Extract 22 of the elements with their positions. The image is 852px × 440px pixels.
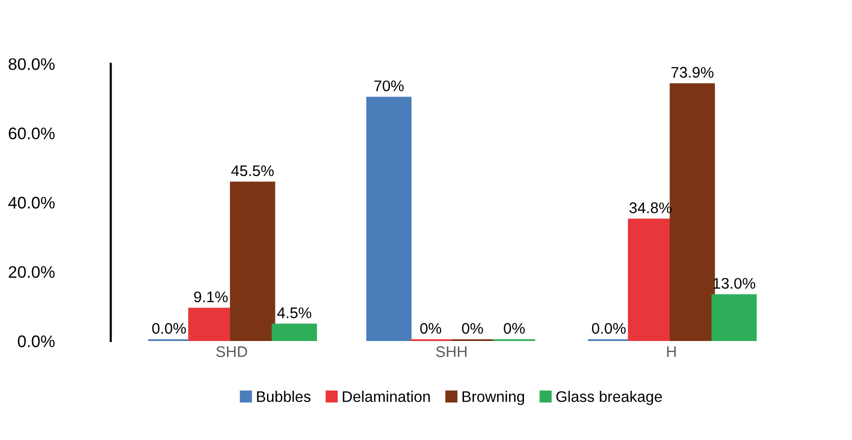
data-label: 9.1% [194,291,228,302]
y-tick-label: 60.0% [8,128,55,140]
data-label: 70% [374,80,404,92]
y-tick-label: 80.0% [8,58,55,70]
data-label: 0.0% [592,322,626,334]
data-label: 0.0% [152,322,186,334]
x-tick-label: H [667,346,676,357]
legend-label: Glass breakage [556,390,662,406]
x-tick-label: SHH [436,346,466,358]
data-label: 0% [504,322,525,334]
legend-label: Delamination [342,390,430,402]
y-tick-label: 0.0% [18,335,55,348]
legend-label: Browning [462,390,524,406]
y-tick-label: 40.0% [8,196,55,209]
data-label: 45.5% [231,165,274,176]
x-tick-label: SHD [216,346,248,358]
data-label: 0% [462,322,483,334]
data-label: 73.9% [671,66,714,78]
legend-label: Bubbles [257,390,310,402]
data-label: 0% [420,322,442,334]
y-tick-label: 20.0% [8,266,55,278]
data-label: 4.5% [277,307,312,318]
